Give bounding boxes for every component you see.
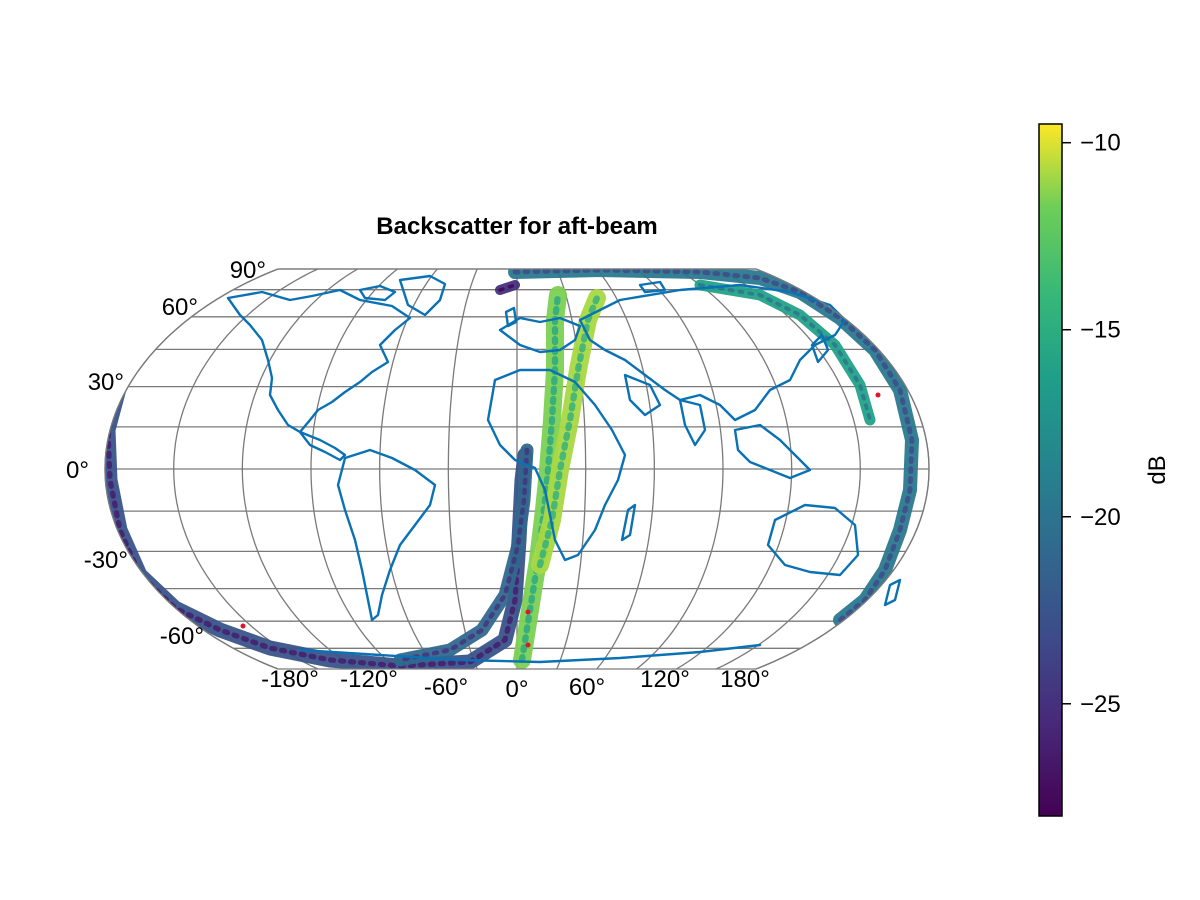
coastline-path	[498, 316, 582, 354]
lon-tick-neg120: -120°	[340, 666, 398, 693]
lat-tick-30: 30°	[88, 369, 124, 396]
lon-tick-neg60: -60°	[424, 674, 468, 701]
coastline-path	[336, 448, 437, 622]
lat-tick-90: 90°	[230, 257, 266, 284]
colorbar-tick-label: −10	[1080, 130, 1121, 157]
backscatter-swath-texture	[397, 447, 530, 663]
backscatter-swath-texture	[498, 283, 517, 292]
map-outline	[104, 268, 930, 670]
backscatter-outlier-point	[240, 623, 246, 629]
backscatter-outlier-point	[525, 609, 531, 615]
chart-title: Backscatter for aft-beam	[376, 213, 657, 240]
backscatter-swath-texture	[512, 269, 915, 623]
backscatter-swath-texture	[518, 291, 562, 664]
backscatter-swath	[508, 269, 919, 627]
lon-tick-180: 180°	[720, 666, 770, 693]
backscatter-outlier-point	[875, 392, 881, 398]
coastlines	[226, 274, 902, 664]
colorbar-tick-label: −20	[1080, 504, 1121, 531]
coastline-path	[620, 503, 637, 542]
longitude-ticks: -180° -120° -60° 0° 60° 120° 180°	[261, 666, 770, 703]
coastline-path	[486, 368, 627, 562]
backscatter-swath-texture	[536, 294, 601, 569]
coastline-path	[678, 398, 707, 447]
colorbar-label: dB	[1144, 455, 1171, 484]
lon-tick-120: 120°	[640, 666, 690, 693]
lon-tick-neg180: -180°	[261, 666, 319, 693]
coastline-path	[578, 283, 847, 422]
coastline-path	[358, 284, 397, 302]
backscatter-swaths	[105, 269, 919, 669]
coastline-path	[504, 306, 518, 328]
coastline-path	[623, 373, 662, 417]
lat-tick-neg30: -30°	[84, 547, 128, 574]
coastline-path	[810, 333, 830, 364]
lon-tick-0: 0°	[506, 676, 529, 703]
world-map	[104, 268, 930, 670]
colorbar-gradient	[1038, 123, 1063, 817]
colorbar-ticks: −10 −15 −20 −25	[1062, 130, 1121, 718]
colorbar-tick-label: −25	[1080, 691, 1121, 718]
coastline-path	[733, 423, 812, 480]
coastline-path	[766, 503, 860, 577]
coastline-path	[638, 280, 667, 294]
coastline-path	[226, 288, 412, 434]
lon-tick-60: 60°	[569, 674, 605, 701]
lat-tick-0: 0°	[66, 457, 89, 484]
coastline-path	[883, 578, 902, 607]
lat-tick-60: 60°	[162, 294, 198, 321]
coastline-path	[398, 274, 447, 317]
backscatter-swath	[694, 279, 876, 426]
backscatter-outlier-point	[525, 642, 531, 648]
colorbar: −10 −15 −20 −25 dB	[1038, 123, 1171, 817]
coastline-path	[298, 643, 762, 664]
latitude-ticks: 90° 60° 30° 0° -30° -60°	[66, 257, 266, 650]
colorbar-tick-label: −15	[1080, 317, 1121, 344]
lat-tick-neg60: -60°	[160, 623, 204, 650]
backscatter-swath-texture	[698, 283, 872, 422]
coastline-path	[298, 430, 347, 462]
